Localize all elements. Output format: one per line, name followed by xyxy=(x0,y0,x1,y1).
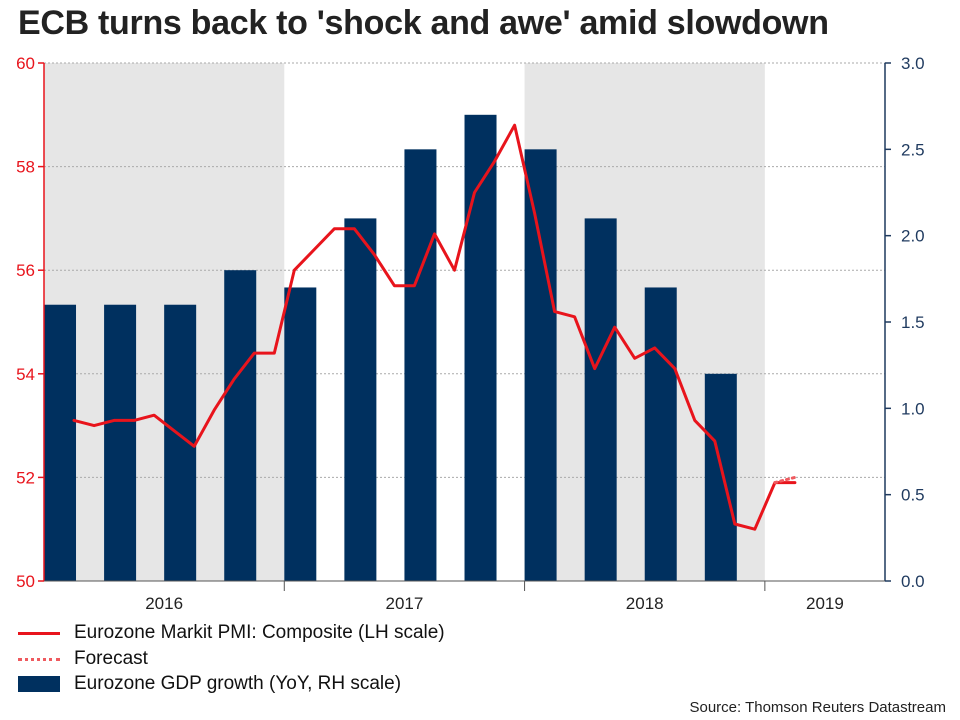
right-tick-label: 3.0 xyxy=(901,54,925,73)
gdp-bar xyxy=(404,149,437,582)
gdp-bar xyxy=(224,270,257,581)
x-tick-label-2016: 2016 xyxy=(145,594,183,613)
left-tick-label: 60 xyxy=(16,54,35,73)
gdp-bar xyxy=(464,114,497,582)
chart-title: ECB turns back to 'shock and awe' amid s… xyxy=(18,4,829,42)
left-tick-label: 52 xyxy=(16,468,35,487)
forecast-line xyxy=(773,475,797,485)
gdp-bar xyxy=(284,287,317,581)
right-tick-label: 0.0 xyxy=(901,572,925,591)
x-tick-label-2018: 2018 xyxy=(626,594,664,613)
gdp-bar xyxy=(584,218,617,581)
left-tick-label: 50 xyxy=(16,572,35,591)
legend-item-forecast: Forecast xyxy=(18,648,148,670)
left-tick-label: 56 xyxy=(16,261,35,280)
pmi-line xyxy=(72,123,797,531)
combo-chart: 50 52 54 56 58 60 0.0 0.5 1.0 1.5 2.0 2.5 3.0 2016 201… xyxy=(16,54,925,613)
x-tick-label-2019: 2019 xyxy=(806,594,844,613)
legend-label-pmi: Eurozone Markit PMI: Composite (LH scale… xyxy=(74,622,445,643)
source-note: Source: Thomson Reuters Datastream xyxy=(689,699,946,716)
gdp-bar xyxy=(524,149,557,582)
legend-label-forecast: Forecast xyxy=(74,648,148,669)
legend-label-gdp: Eurozone GDP growth (YoY, RH scale) xyxy=(74,673,402,694)
right-tick-label: 0.5 xyxy=(901,486,925,505)
right-tick-label: 1.5 xyxy=(901,313,925,332)
legend-item-gdp: Eurozone GDP growth (YoY, RH scale) xyxy=(18,673,401,695)
dotted-red-line-icon xyxy=(18,657,60,661)
gdp-bar xyxy=(44,304,77,581)
gdp-bar xyxy=(104,304,137,581)
right-tick-label: 1.0 xyxy=(901,399,925,418)
left-tick-label: 54 xyxy=(16,365,35,384)
right-tick-label: 2.5 xyxy=(901,140,925,159)
gdp-bar xyxy=(704,373,737,581)
navy-bar-icon xyxy=(18,676,60,692)
gdp-bar xyxy=(344,218,377,581)
gdp-bar xyxy=(644,287,677,581)
left-tick-label: 58 xyxy=(16,158,35,177)
solid-red-line-icon xyxy=(18,631,60,635)
x-tick-label-2017: 2017 xyxy=(386,594,424,613)
right-tick-label: 2.0 xyxy=(901,227,925,246)
legend-item-pmi: Eurozone Markit PMI: Composite (LH scale… xyxy=(18,622,445,644)
